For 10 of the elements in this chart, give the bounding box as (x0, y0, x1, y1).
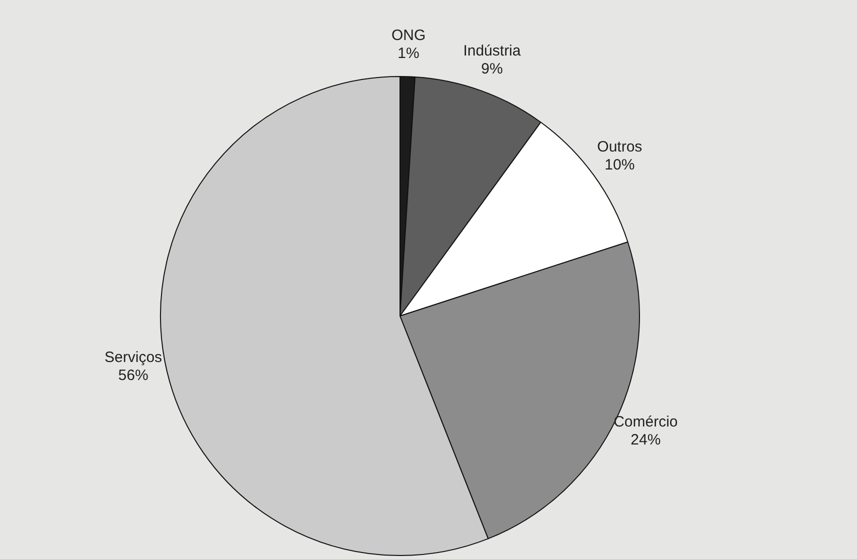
data-label: 56% (118, 367, 148, 384)
data-label: 1% (398, 44, 420, 62)
data-label: 10% (604, 156, 635, 174)
slice-label: Indústria (463, 42, 522, 60)
data-label: 24% (630, 432, 661, 449)
data-label: 9% (481, 60, 503, 78)
slice-label: Serviços (104, 349, 162, 366)
slice-label: ONG (391, 26, 426, 44)
slice-label: Outros (597, 138, 642, 156)
slice-label: Comércio (614, 414, 678, 431)
